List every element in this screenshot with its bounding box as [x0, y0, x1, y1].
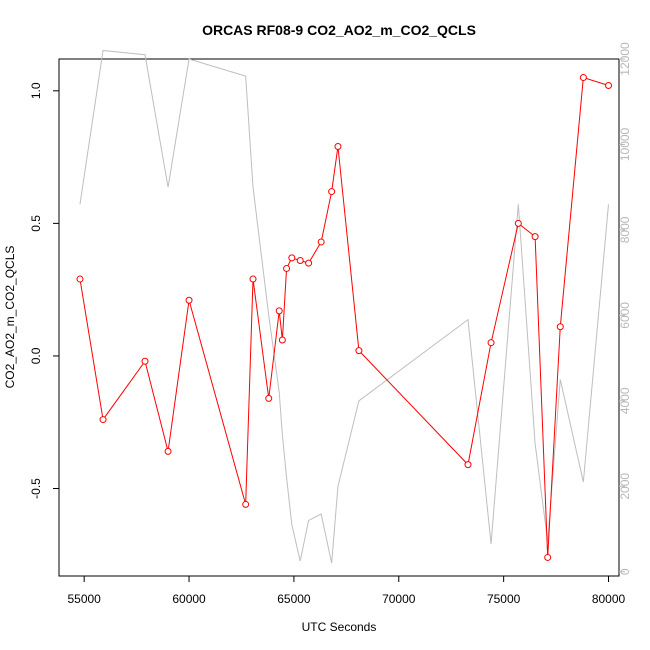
y-tick-label: 1.0	[29, 82, 43, 99]
y2-tick-label: 10000	[618, 127, 632, 161]
data-point	[579, 74, 587, 82]
series-layer	[76, 49, 613, 564]
data-point	[185, 296, 193, 304]
data-point	[556, 323, 564, 331]
y2-tick-label: 4000	[618, 387, 632, 414]
data-point	[283, 264, 291, 272]
primary-series-line	[79, 76, 609, 558]
y2-tick-label: 12000	[618, 42, 632, 76]
data-point	[249, 275, 257, 283]
data-point	[278, 336, 286, 344]
chart-title: ORCAS RF08-9 CO2_AO2_m_CO2_QCLS	[202, 22, 476, 38]
plot-frame	[58, 58, 620, 577]
x-tick-label: 55000	[67, 592, 101, 606]
data-point	[355, 347, 363, 355]
data-point	[317, 238, 325, 246]
data-point	[164, 447, 172, 455]
data-point	[487, 339, 495, 347]
data-point	[531, 233, 539, 241]
y2-tick-label: 6000	[618, 302, 632, 329]
data-point	[288, 254, 296, 262]
data-point	[514, 219, 522, 227]
data-point	[605, 82, 613, 90]
y2-tick-label: 8000	[618, 216, 632, 243]
data-point	[305, 259, 313, 267]
data-point	[141, 357, 149, 365]
data-point	[544, 553, 552, 561]
x-tick-label: 60000	[172, 592, 206, 606]
y-axis-title: CO2_AO2_m_CO2_QCLS	[3, 246, 17, 389]
data-point	[275, 307, 283, 315]
x-tick-label: 80000	[592, 592, 626, 606]
data-point	[265, 394, 273, 402]
data-point	[99, 416, 107, 424]
data-point	[464, 461, 472, 469]
x-tick-label: 70000	[382, 592, 416, 606]
data-point	[242, 500, 250, 508]
data-point	[296, 256, 304, 264]
y-tick-label: 0.5	[29, 215, 43, 232]
data-point	[328, 188, 336, 196]
data-point	[334, 142, 342, 150]
right-axis: 0 2000 4000 6000 8000 10000 12000	[618, 42, 632, 575]
y-tick-label: -0.5	[29, 478, 43, 499]
x-tick-label: 75000	[487, 592, 521, 606]
data-point	[76, 275, 84, 283]
bottom-axis: 55000 60000 65000 70000 75000 80000	[67, 576, 626, 606]
x-axis-title: UTC Seconds	[302, 620, 377, 634]
y2-tick-label: 2000	[618, 473, 632, 500]
y-tick-label: 0.0	[29, 347, 43, 364]
x-tick-label: 65000	[277, 592, 311, 606]
left-axis: -0.5 0.0 0.5 1.0	[29, 82, 59, 499]
y2-tick-label: 0	[618, 568, 632, 575]
secondary-series-line	[79, 49, 610, 564]
